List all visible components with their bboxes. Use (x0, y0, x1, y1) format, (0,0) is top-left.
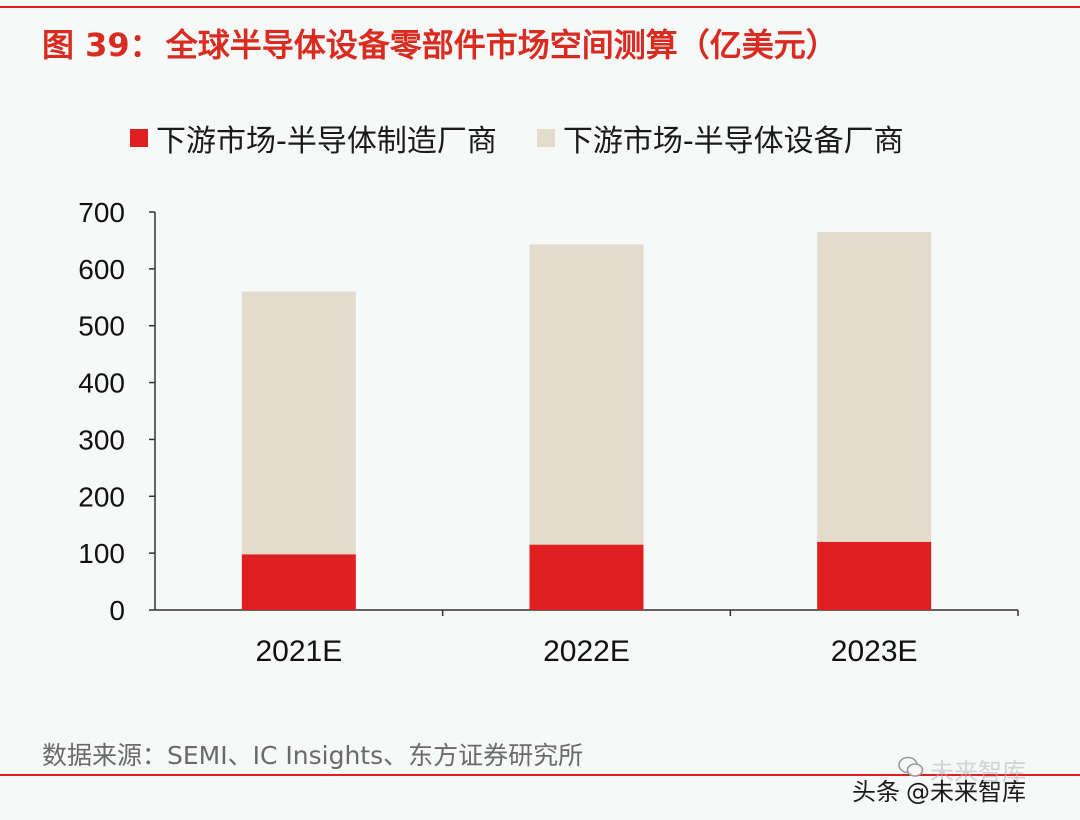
y-tick-label: 0 (109, 595, 125, 626)
bar-equipment-makers-2021E (241, 291, 356, 555)
y-tick-label: 100 (78, 538, 125, 569)
legend-swatch-equipment-makers (536, 129, 555, 147)
y-tick-label: 300 (78, 424, 125, 455)
y-tick-label: 500 (78, 311, 125, 342)
bar-manufacturers-2021E (241, 554, 356, 610)
x-tick-label: 2022E (543, 635, 630, 668)
x-tick-label: 2023E (831, 635, 918, 668)
legend-label-equipment-makers: 下游市场-半导体设备厂商 (562, 124, 904, 159)
watermark-account: @未来智库 (906, 778, 1026, 806)
bar-manufacturers-2023E (817, 541, 932, 610)
x-tick-label: 2021E (255, 635, 342, 668)
y-tick-label: 600 (78, 254, 125, 285)
y-tick-label: 700 (78, 197, 125, 228)
legend-swatch-manufacturers (130, 129, 148, 147)
legend-item-manufacturers: 下游市场-半导体制造厂商 (130, 116, 497, 160)
y-tick-label: 400 (78, 368, 125, 399)
legend-label-manufacturers: 下游市场-半导体制造厂商 (156, 124, 497, 159)
source-note: 数据来源：SEMI、IC Insights、东方证券研究所 (42, 741, 584, 770)
legend-item-equipment-makers: 下游市场-半导体设备厂商 (536, 116, 904, 160)
bar-equipment-makers-2023E (817, 231, 932, 542)
bottom-rule (0, 774, 1080, 776)
watermark-faded: 未来智库 (930, 758, 1026, 786)
watermark-platform: 头条 (852, 778, 900, 806)
figure-title: 图 39： 全球半导体设备零部件市场空间测算（亿美元） (42, 20, 838, 66)
top-rule (0, 6, 1080, 8)
chart-legend: 下游市场-半导体制造厂商 下游市场-半导体设备厂商 (130, 116, 904, 160)
bar-equipment-makers-2022E (529, 244, 644, 545)
watermark: 头条 @未来智库 (852, 772, 1026, 807)
figure-title-text: 全球半导体设备零部件市场空间测算（亿美元） (165, 26, 838, 64)
figure-number: 图 39： (42, 26, 162, 64)
bar-manufacturers-2022E (529, 544, 644, 610)
y-tick-label: 200 (78, 481, 125, 512)
wechat-icon (898, 756, 924, 777)
stacked-bar-chart: 0 100 200 300 400 500 600 700 2021E 2022E 2023E (78, 197, 1019, 668)
